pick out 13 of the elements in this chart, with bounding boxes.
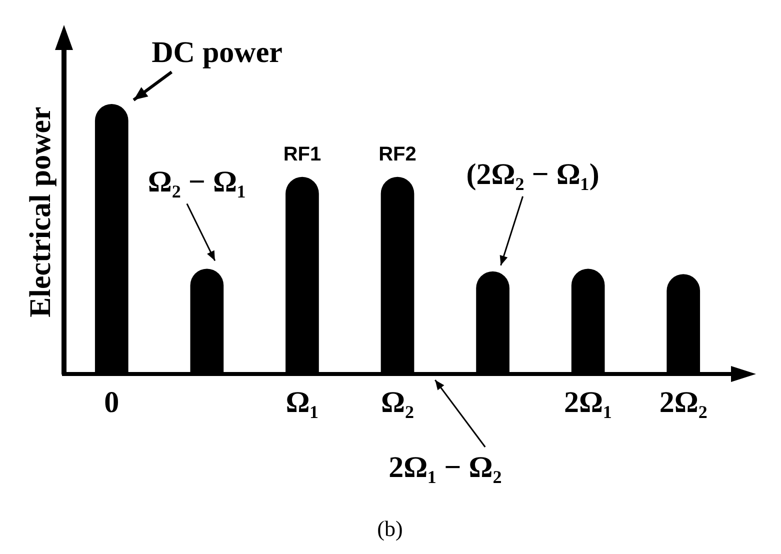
text: 2Ω₁ − Ω₂ [388, 450, 502, 484]
text: (b) [377, 516, 403, 541]
annotation: DC power [152, 36, 282, 69]
annotation: (2Ω₂ − Ω₁) [466, 158, 600, 192]
annotation: RF2 [378, 143, 416, 166]
y-axis-title: Electrical power [24, 106, 57, 318]
annotation: RF1 [283, 143, 322, 166]
annotation: Ω₂ − Ω₁ [148, 165, 246, 198]
x-tick-label: Ω₂ [380, 386, 414, 419]
x-tick-label: Ω₁ [286, 386, 319, 419]
x-tick-label: 2Ω₁ [564, 386, 612, 419]
x-tick-label: 0 [104, 386, 120, 419]
x-tick-label: 2Ω₂ [659, 386, 708, 419]
